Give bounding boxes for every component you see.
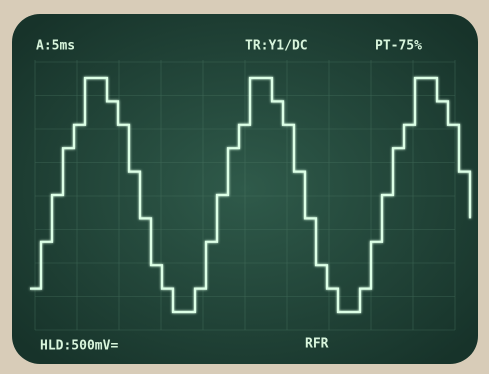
oscilloscope-photo: A:5ms TR:Y1/DC PT-75% HLD:500mV= RFR bbox=[0, 0, 489, 374]
page-body: A:5ms TR:Y1/DC PT-75% HLD:500mV= RFR (()… bbox=[0, 0, 489, 374]
mode-label: RFR bbox=[305, 337, 329, 352]
trigger-label: TR:Y1/DC bbox=[245, 39, 308, 54]
hold-label: HLD:500mV= bbox=[40, 339, 118, 354]
pretrigger-label: PT-75% bbox=[375, 39, 422, 54]
page: {"screen": {"top_left": "A:5ms", "top_ce… bbox=[0, 0, 489, 374]
timebase-label: A:5ms bbox=[36, 39, 75, 54]
